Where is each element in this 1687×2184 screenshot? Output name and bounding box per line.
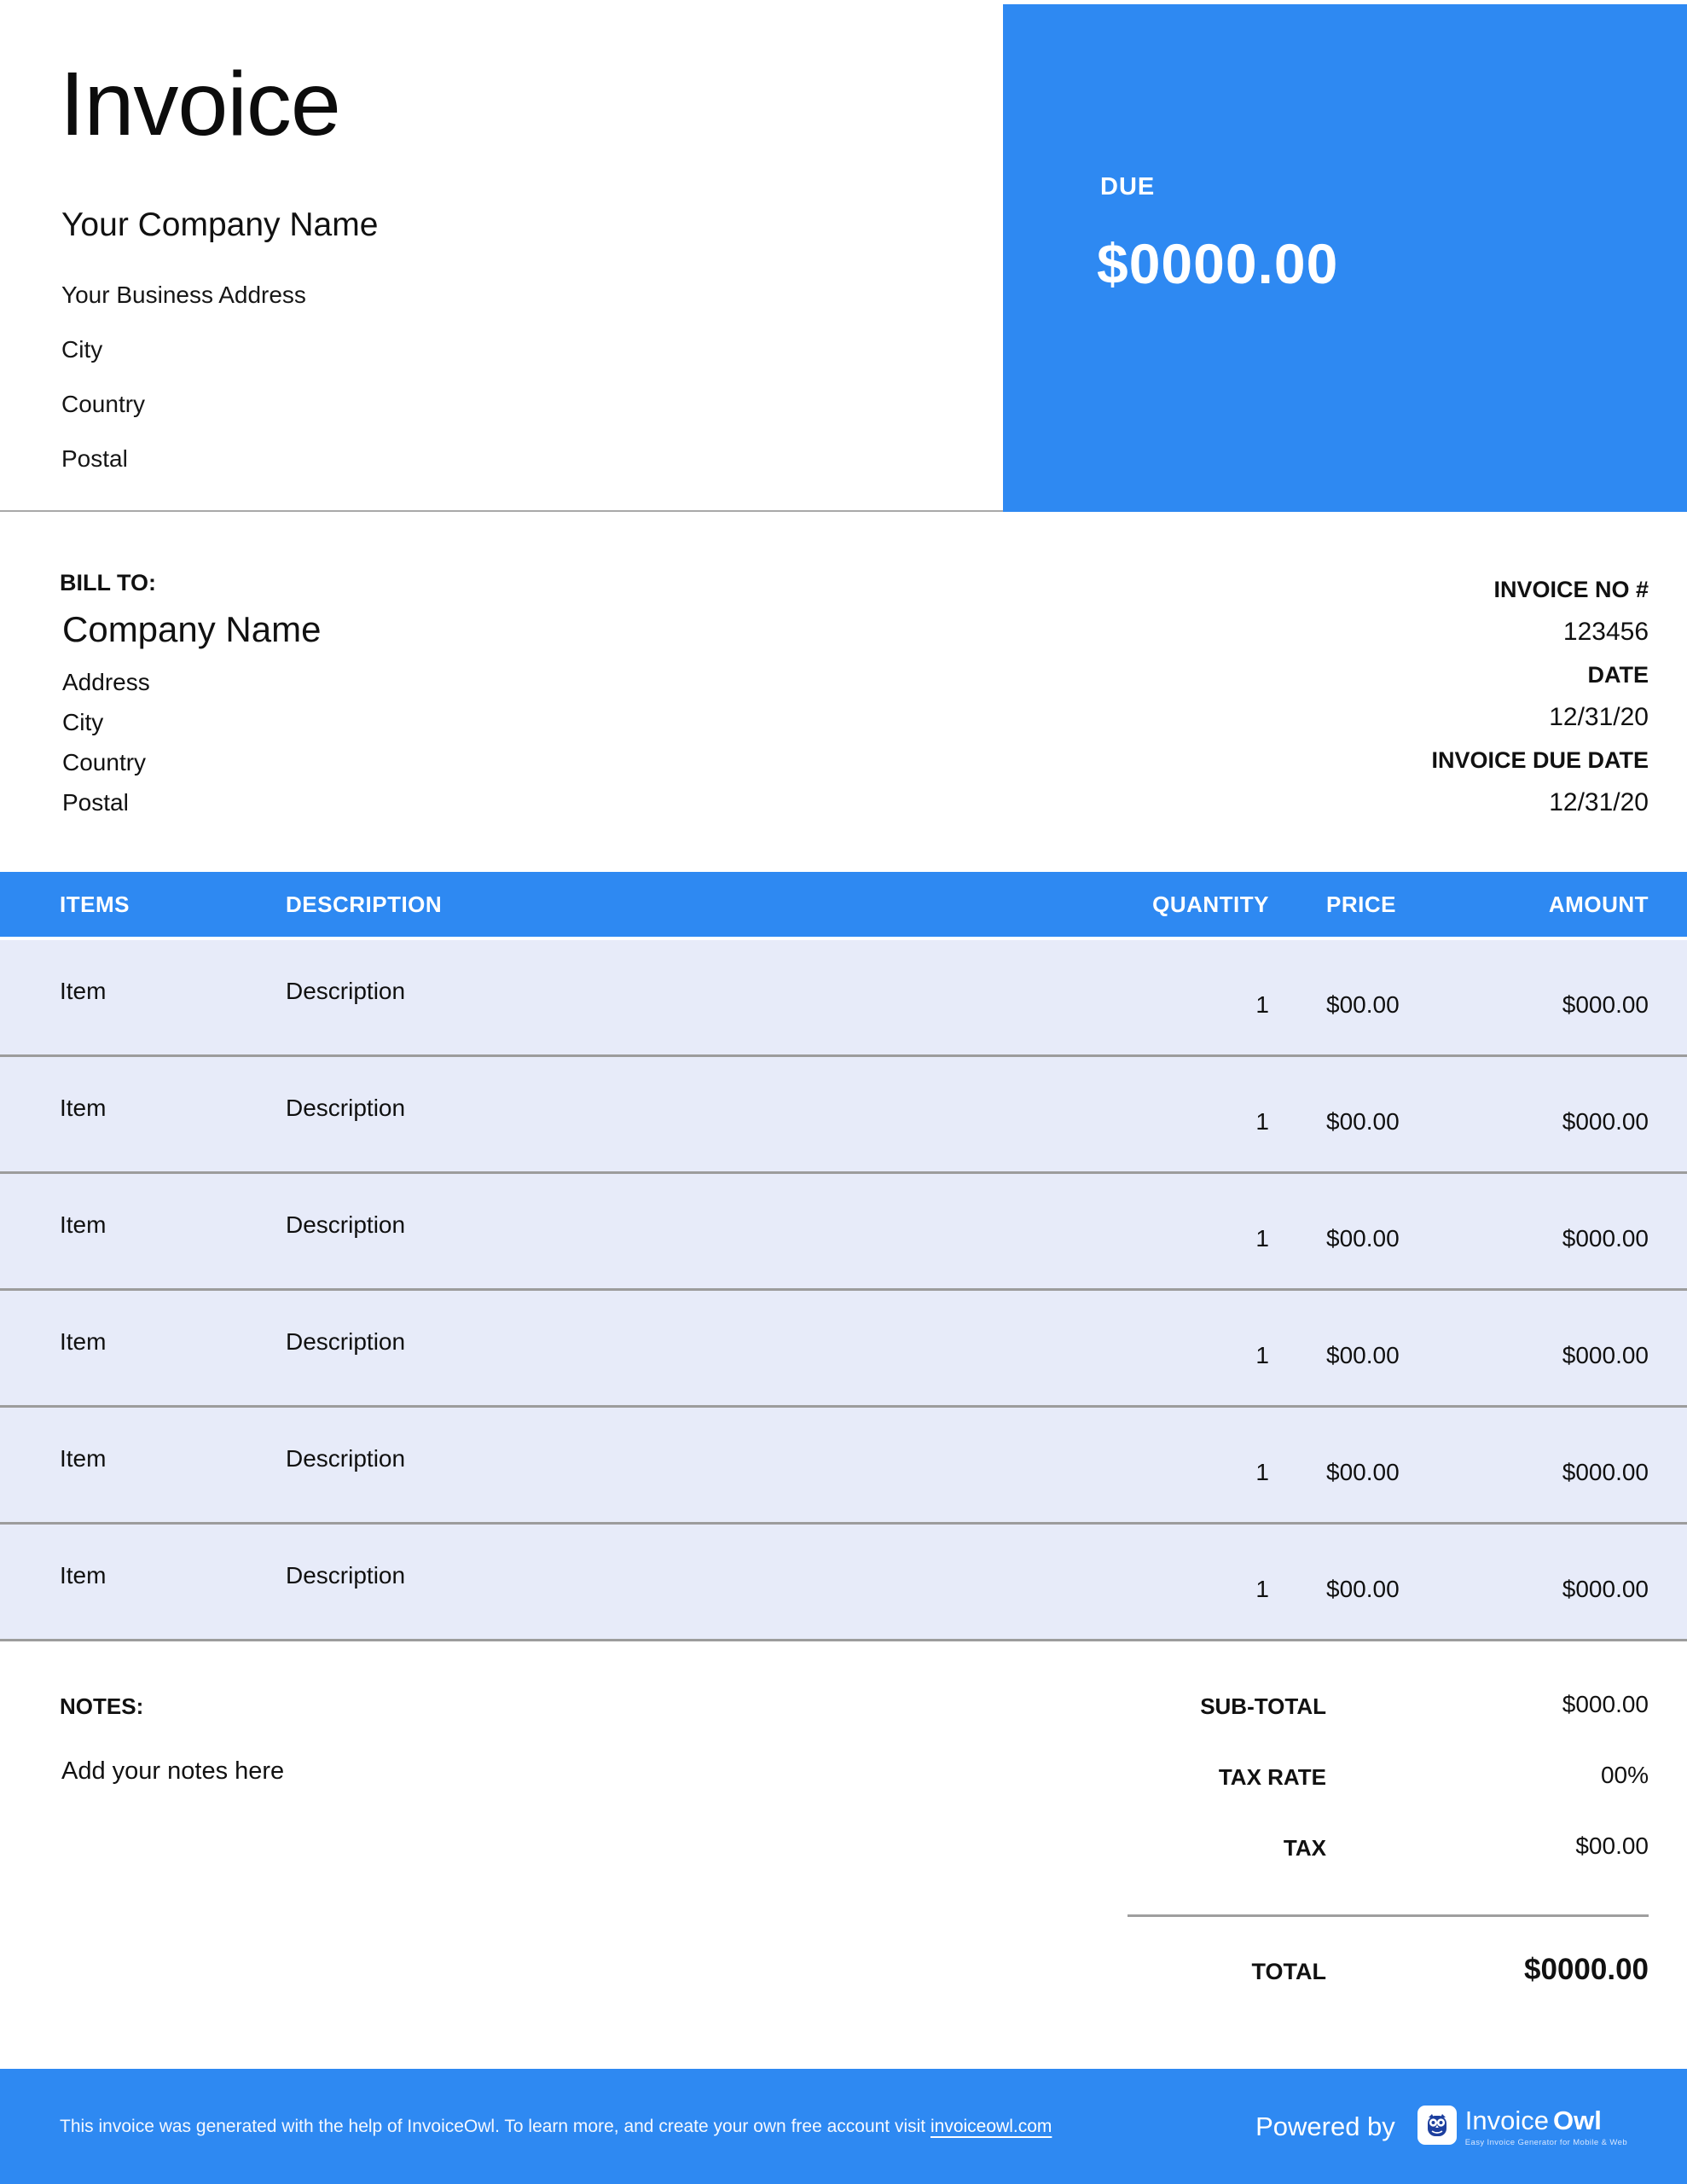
invoice-number-value: 123456 — [1562, 618, 1649, 646]
cell-quantity: 1 — [1255, 991, 1269, 1018]
cell-item: Item — [60, 1211, 107, 1238]
grand-total-value: $0000.00 — [1524, 1953, 1649, 1986]
logo-wordmark: Invoice Owl — [1465, 2106, 1627, 2136]
bill-to-label: BILL TO: — [60, 570, 156, 595]
table-row: Item Description 1 $00.00 $000.00 — [0, 1174, 1687, 1291]
table-row: Item Description 1 $00.00 $000.00 — [0, 940, 1687, 1057]
logo-tagline: Easy Invoice Generator for Mobile & Web — [1464, 2138, 1627, 2147]
cell-amount: $000.00 — [1562, 1459, 1649, 1485]
items-table-header: ITEMS DESCRIPTION QUANTITY PRICE AMOUNT — [0, 872, 1687, 937]
invoiceowl-link[interactable]: invoiceowl.com — [930, 2116, 1052, 2136]
invoice-due-date-label: INVOICE DUE DATE — [1431, 747, 1649, 773]
column-header-price: PRICE — [1326, 891, 1396, 917]
cell-item: Item — [60, 1562, 107, 1589]
cell-quantity: 1 — [1255, 1108, 1269, 1135]
invoice-due-date-value: 12/31/20 — [1549, 788, 1649, 816]
items-table-body: Item Description 1 $00.00 $000.00 Item D… — [0, 940, 1687, 1641]
invoice-meta: INVOICE NO # 123456 DATE 12/31/20 INVOIC… — [1431, 568, 1649, 824]
brand-block: Powered by — [1255, 2106, 1627, 2147]
totals-row: SUB-TOTAL $000.00 — [1035, 1691, 1649, 1720]
cell-description: Description — [286, 1211, 406, 1238]
cell-price: $00.00 — [1326, 1342, 1400, 1368]
cell-description: Description — [286, 1562, 406, 1589]
totals-row-value: $000.00 — [1562, 1691, 1649, 1717]
totals-row-value: $00.00 — [1575, 1833, 1649, 1859]
cell-quantity: 1 — [1255, 1342, 1269, 1368]
table-row: Item Description 1 $00.00 $000.00 — [0, 1291, 1687, 1408]
logo-text-block: Invoice Owl Easy Invoice Generator for M… — [1465, 2106, 1627, 2147]
totals-section: SUB-TOTAL $000.00 TAX RATE 00% TAX $00.0… — [1035, 1691, 1649, 1987]
cell-price: $00.00 — [1326, 1225, 1400, 1252]
cell-price: $00.00 — [1326, 1576, 1400, 1602]
owl-icon — [1417, 2106, 1457, 2145]
totals-row-label: SUB-TOTAL — [1200, 1693, 1326, 1719]
page-title: Invoice — [60, 54, 341, 154]
due-label: DUE — [1100, 173, 1156, 200]
sender-country: Country — [61, 391, 146, 417]
sender-address: Your Business Address — [61, 282, 306, 308]
table-row: Item Description 1 $00.00 $000.00 — [0, 1408, 1687, 1525]
cell-description: Description — [286, 1095, 406, 1121]
cell-price: $00.00 — [1326, 991, 1400, 1018]
invoiceowl-logo[interactable]: Invoice Owl Easy Invoice Generator for M… — [1417, 2106, 1627, 2147]
bill-to-city: City — [62, 709, 104, 735]
bill-to-address: Address — [62, 669, 150, 695]
logo-owl-text: Owl — [1553, 2106, 1602, 2135]
cell-description: Description — [286, 1445, 406, 1472]
cell-item: Item — [60, 1095, 107, 1121]
header-section: Invoice Your Company Name Your Business … — [0, 0, 1687, 512]
powered-by-label: Powered by — [1255, 2111, 1395, 2141]
totals-row: TAX $00.00 — [1035, 1833, 1649, 1862]
totals-row-label: TAX RATE — [1218, 1764, 1326, 1790]
logo-invoice-text: Invoice — [1464, 2106, 1550, 2135]
footer-message: This invoice was generated with the help… — [60, 2117, 1052, 2137]
cell-amount: $000.00 — [1562, 1108, 1649, 1135]
footer-bar: This invoice was generated with the help… — [0, 2069, 1687, 2184]
sender-company-name: Your Company Name — [61, 206, 379, 243]
items-table: ITEMS DESCRIPTION QUANTITY PRICE AMOUNT … — [0, 872, 1687, 1641]
column-header-amount: AMOUNT — [1548, 891, 1649, 917]
cell-amount: $000.00 — [1562, 1342, 1649, 1368]
sender-city: City — [61, 336, 103, 363]
cell-price: $00.00 — [1326, 1459, 1400, 1485]
sender-postal: Postal — [61, 445, 128, 472]
footer-message-text: This invoice was generated with the help… — [60, 2116, 926, 2136]
bill-to-company-name: Company Name — [62, 609, 322, 649]
due-amount: $0000.00 — [1097, 232, 1339, 295]
totals-row-value: 00% — [1600, 1762, 1649, 1788]
grand-total-label: TOTAL — [1251, 1959, 1327, 1984]
cell-quantity: 1 — [1255, 1576, 1269, 1602]
totals-row-label: TAX — [1283, 1835, 1326, 1861]
cell-price: $00.00 — [1326, 1108, 1400, 1135]
cell-description: Description — [286, 1328, 406, 1355]
invoice-number-label: INVOICE NO # — [1493, 577, 1649, 602]
invoice-date-label: DATE — [1587, 662, 1649, 688]
bill-to-country: Country — [62, 749, 147, 775]
grand-total-row: TOTAL $0000.00 — [1035, 1953, 1649, 1987]
amount-due-panel: DUE $0000.00 — [1003, 4, 1687, 512]
cell-amount: $000.00 — [1562, 1576, 1649, 1602]
cell-quantity: 1 — [1255, 1459, 1269, 1485]
column-header-items: ITEMS — [60, 891, 130, 917]
column-header-description: DESCRIPTION — [286, 891, 443, 917]
cell-item: Item — [60, 1328, 107, 1355]
cell-item: Item — [60, 978, 107, 1004]
cell-quantity: 1 — [1255, 1225, 1269, 1252]
totals-row: TAX RATE 00% — [1035, 1762, 1649, 1791]
cell-amount: $000.00 — [1562, 1225, 1649, 1252]
cell-amount: $000.00 — [1562, 991, 1649, 1018]
totals-rows: SUB-TOTAL $000.00 TAX RATE 00% TAX $00.0… — [1035, 1691, 1649, 1862]
notes-label: NOTES: — [60, 1693, 144, 1719]
cell-item: Item — [60, 1445, 107, 1472]
cell-description: Description — [286, 978, 406, 1004]
invoice-date-value: 12/31/20 — [1549, 703, 1649, 731]
table-row: Item Description 1 $00.00 $000.00 — [0, 1525, 1687, 1641]
bill-to-postal: Postal — [62, 789, 129, 816]
column-header-quantity: QUANTITY — [1152, 891, 1269, 917]
notes-text: Add your notes here — [61, 1757, 285, 1785]
total-divider — [1128, 1914, 1649, 1917]
table-row: Item Description 1 $00.00 $000.00 — [0, 1057, 1687, 1174]
